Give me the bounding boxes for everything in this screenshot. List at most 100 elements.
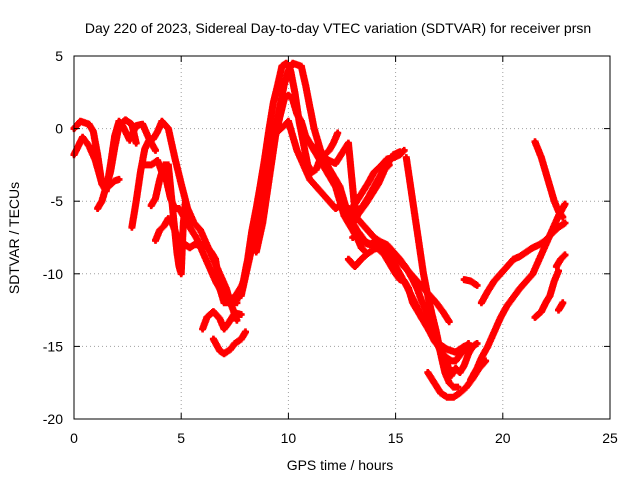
- data-point: [262, 155, 268, 161]
- series-sat-u: [460, 276, 481, 289]
- data-point: [453, 349, 458, 355]
- data-point: [281, 123, 287, 129]
- data-point: [142, 146, 148, 152]
- data-point: [429, 312, 435, 317]
- data-point: [556, 307, 561, 313]
- data-point: [511, 256, 516, 262]
- data-point: [418, 297, 424, 303]
- y-tick-label: -10: [43, 266, 63, 282]
- data-point: [129, 121, 135, 127]
- data-point: [174, 249, 180, 255]
- data-point: [258, 181, 263, 187]
- data-point: [485, 288, 491, 294]
- data-point: [95, 206, 100, 211]
- data-point: [157, 227, 163, 233]
- data-point: [324, 169, 330, 175]
- data-point: [414, 278, 420, 284]
- data-point: [116, 177, 122, 182]
- data-point: [431, 380, 437, 386]
- data-point: [90, 129, 96, 134]
- data-point: [271, 100, 276, 105]
- data-point: [161, 162, 167, 168]
- data-point: [391, 155, 396, 161]
- x-tick-label: 15: [388, 430, 404, 446]
- data-point: [99, 198, 105, 204]
- data-point: [133, 140, 139, 146]
- data-point: [397, 271, 403, 277]
- data-point: [301, 140, 306, 146]
- data-point: [301, 162, 306, 168]
- data-point: [453, 365, 458, 371]
- data-point: [294, 111, 300, 117]
- data-point: [307, 140, 313, 146]
- data-point: [427, 329, 433, 335]
- data-point: [554, 264, 559, 269]
- data-point: [448, 358, 454, 364]
- data-point: [183, 198, 188, 204]
- data-point: [504, 303, 510, 309]
- data-point: [391, 259, 396, 265]
- data-point: [558, 256, 564, 262]
- data-point: [448, 348, 454, 354]
- data-point: [346, 210, 351, 216]
- data-point: [251, 235, 257, 240]
- data-point: [290, 60, 296, 66]
- data-point: [226, 320, 231, 326]
- data-point: [326, 158, 332, 163]
- series-sat-x: [531, 138, 567, 221]
- data-point: [168, 184, 173, 190]
- data-point: [279, 63, 285, 69]
- data-point: [294, 62, 300, 68]
- data-point: [316, 140, 321, 146]
- data-point: [543, 169, 549, 175]
- data-point: [547, 293, 553, 298]
- data-point: [543, 300, 549, 306]
- data-point: [292, 89, 298, 95]
- data-point: [397, 152, 403, 158]
- data-point: [457, 390, 463, 396]
- data-point: [440, 309, 446, 314]
- data-point: [479, 355, 484, 361]
- data-point: [551, 278, 557, 284]
- data-point: [560, 300, 566, 306]
- data-point: [112, 145, 118, 150]
- data-point: [498, 315, 504, 320]
- x-tick-label: 20: [495, 430, 511, 446]
- data-point: [461, 344, 467, 349]
- data-point: [161, 223, 167, 229]
- data-point: [264, 191, 270, 197]
- data-point: [547, 184, 553, 190]
- data-point: [165, 216, 171, 222]
- y-tick-label: -5: [51, 193, 64, 209]
- data-point: [180, 220, 186, 226]
- data-point: [127, 137, 133, 143]
- data-point: [290, 133, 296, 139]
- data-point: [498, 271, 504, 277]
- data-point: [307, 177, 313, 182]
- data-point: [165, 126, 171, 131]
- data-point: [457, 346, 463, 352]
- data-point: [191, 242, 197, 248]
- data-point: [238, 293, 244, 298]
- data-point: [328, 177, 334, 182]
- data-point: [80, 134, 85, 140]
- data-point: [378, 245, 383, 251]
- data-point: [170, 206, 176, 211]
- x-tick-label: 10: [281, 430, 297, 446]
- data-point: [202, 242, 208, 248]
- data-point: [339, 201, 345, 207]
- data-point: [200, 249, 206, 255]
- data-point: [524, 278, 529, 284]
- data-point: [386, 162, 392, 168]
- data-point: [466, 342, 471, 348]
- data-point: [346, 140, 351, 146]
- series-sat-s: [402, 154, 462, 391]
- data-point: [333, 184, 338, 190]
- data-point: [474, 341, 480, 346]
- data-point: [260, 220, 266, 226]
- data-point: [234, 317, 240, 323]
- data-point: [333, 206, 338, 211]
- data-point: [153, 195, 158, 201]
- data-point: [403, 283, 409, 288]
- y-tick-label: 0: [55, 121, 63, 137]
